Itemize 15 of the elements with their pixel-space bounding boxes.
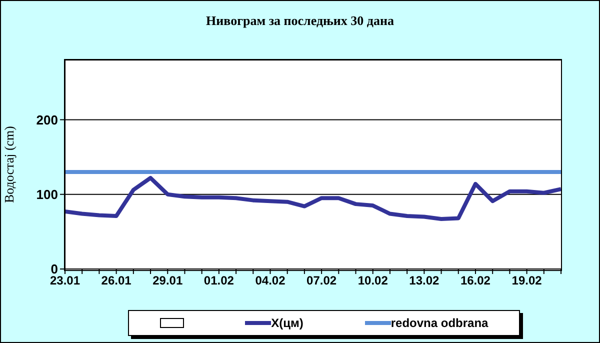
x-tick-label: 19.02 bbox=[512, 274, 542, 288]
x-tick-label: 26.01 bbox=[101, 274, 132, 288]
y-tick-label: 100 bbox=[36, 186, 58, 202]
chart-title: Нивограм за последњих 30 дана bbox=[205, 13, 395, 29]
x-tick-label: 10.02 bbox=[358, 274, 388, 288]
x-tick-label: 13.02 bbox=[409, 274, 440, 288]
x-tick-label: 16.02 bbox=[460, 274, 491, 288]
y-tick-label: 200 bbox=[36, 112, 58, 128]
legend-label: redovna odbrana bbox=[390, 316, 488, 330]
x-tick-label: 04.02 bbox=[255, 274, 286, 288]
y-axis-title: Водостај (cm) bbox=[2, 126, 17, 204]
x-tick-label: 29.01 bbox=[152, 274, 183, 288]
legend-label: X(цм) bbox=[271, 316, 304, 330]
x-tick-label: 01.02 bbox=[204, 274, 234, 288]
x-tick-label: 07.02 bbox=[306, 274, 337, 288]
